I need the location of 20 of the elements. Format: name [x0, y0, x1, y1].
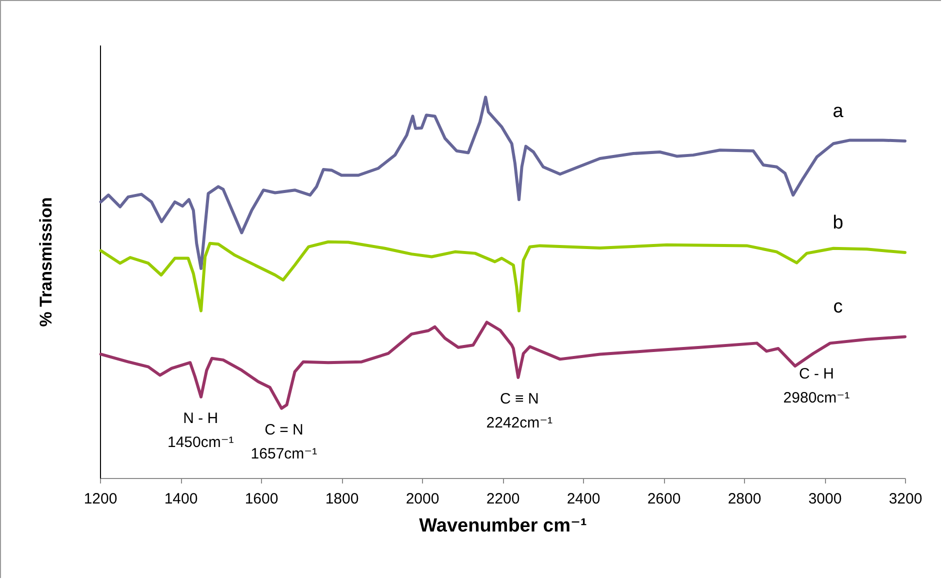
annotation: C = N 1657cm⁻¹ — [250, 421, 318, 462]
x-axis-title: Wavenumber cm⁻¹ — [419, 516, 587, 536]
x-tick-label: 1400 — [164, 490, 198, 508]
y-axis-title: % Transmission — [36, 197, 56, 327]
x-tick-label: 1800 — [325, 490, 359, 508]
annotation: N - H 1450cm⁻¹ — [167, 410, 234, 451]
series-label: a — [832, 100, 844, 122]
x-tick-label: 1200 — [84, 490, 118, 508]
x-tick-label: 2200 — [486, 490, 520, 508]
x-tick-label: 2400 — [566, 490, 600, 508]
annotation: C - H 2980cm⁻¹ — [783, 365, 850, 406]
x-tick-label: 3000 — [808, 490, 842, 508]
x-tick-label: 1600 — [244, 490, 278, 508]
x-tick-label: 2600 — [647, 490, 681, 508]
x-tick-label: 3200 — [888, 490, 922, 508]
series-label: b — [832, 212, 844, 234]
x-tick-label: 2000 — [406, 490, 440, 508]
annotation: C ≡ N 2242cm⁻¹ — [486, 390, 553, 432]
series-label: c — [833, 296, 843, 318]
x-tick-label: 2800 — [728, 490, 762, 508]
